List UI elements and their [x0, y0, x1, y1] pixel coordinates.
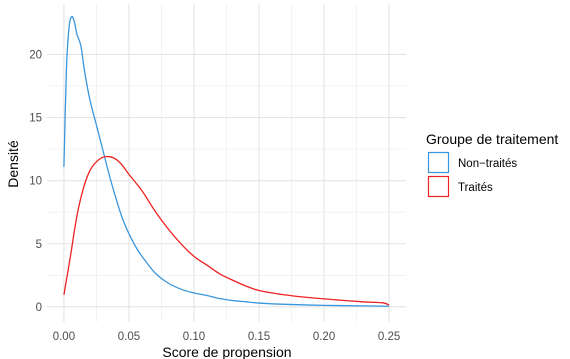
y-tick-label: 15 — [29, 113, 42, 125]
y-tick-label: 10 — [29, 176, 42, 188]
x-axis: 0.00 0.05 0.10 0.15 0.20 0.25 — [53, 331, 401, 343]
legend-key-traites — [427, 175, 450, 198]
legend-title: Groupe de traitement — [426, 131, 558, 147]
x-axis-title: Score de propension — [162, 344, 291, 359]
series-line-non-traites — [63, 15, 390, 307]
plot-area — [63, 15, 390, 307]
legend: Groupe de traitement Non−traités Traités — [426, 131, 558, 198]
y-axis-title: Densité — [5, 140, 21, 188]
y-tick-label: 20 — [29, 49, 42, 61]
legend-label-non-traites: Non−traités — [458, 158, 517, 170]
x-tick-label: 0.20 — [313, 331, 335, 343]
grid — [47, 4, 406, 322]
x-tick-label: 0.00 — [53, 331, 75, 343]
x-tick-label: 0.05 — [118, 331, 140, 343]
x-tick-label: 0.25 — [378, 331, 400, 343]
y-tick-label: 5 — [36, 239, 42, 251]
x-tick-label: 0.10 — [183, 331, 205, 343]
series-line-traites — [63, 155, 390, 306]
y-axis: 0 5 10 15 20 — [29, 49, 42, 313]
legend-label-traites: Traités — [458, 182, 493, 194]
x-tick-label: 0.15 — [248, 331, 270, 343]
y-tick-label: 0 — [36, 302, 42, 314]
legend-key-non-traites — [427, 151, 450, 174]
